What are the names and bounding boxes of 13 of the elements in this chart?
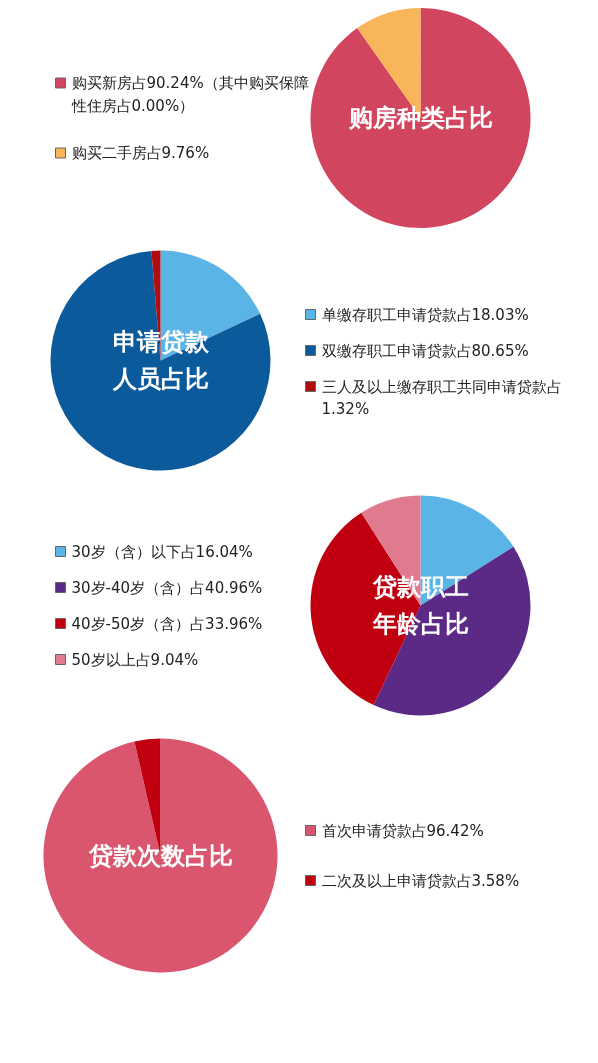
text: 贷款次数占比: [87, 841, 233, 870]
legend-label: 30岁（含）以下占16.04%: [71, 542, 253, 561]
legend-label: 50岁以上占9.04%: [71, 650, 199, 669]
legend-label: 购买新房占90.24%（其中购买保障性住房占0.00%）: [70, 74, 309, 115]
legend-label: 首次申请贷款占96.42%: [321, 821, 484, 840]
text: 购房种类占比: [347, 104, 493, 132]
legend-label: 双缴存职工申请贷款占80.65%: [321, 341, 529, 360]
legend-label: 40岁-50岁（含）占33.96%: [71, 614, 263, 633]
legend-label: 单缴存职工申请贷款占18.03%: [321, 305, 529, 324]
legend-label: 30岁-40岁（含）占40.96%: [71, 578, 263, 597]
legend-label: 二次及以上申请贷款占3.58%: [321, 871, 520, 890]
legend-label: 购买二手房占9.76%: [71, 144, 210, 162]
legend-label: 三人及以上缴存职工共同申请贷款占1.32%: [321, 377, 562, 418]
